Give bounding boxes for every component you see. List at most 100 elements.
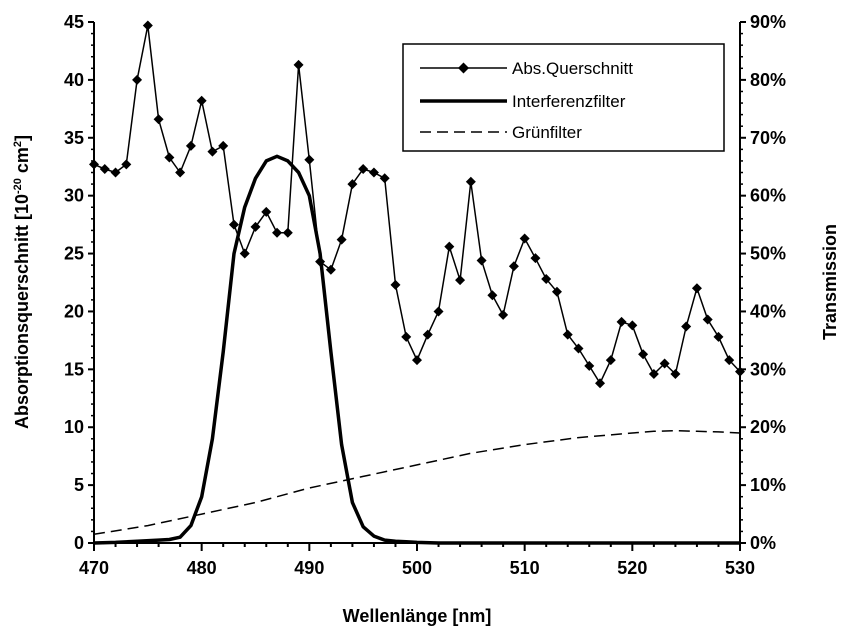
- legend-label-gruenfilter: Grünfilter: [512, 123, 582, 142]
- y2-tick-label: 10%: [750, 475, 786, 495]
- data-point-marker: [218, 140, 229, 151]
- data-point-marker: [551, 286, 562, 297]
- data-point-marker: [724, 355, 735, 366]
- y-tick-label: 25: [64, 244, 84, 264]
- data-point-marker: [379, 173, 390, 184]
- y-axis-title-close: ]: [12, 135, 32, 141]
- data-point-marker: [121, 159, 132, 170]
- data-point-marker: [272, 227, 283, 238]
- data-point-marker: [358, 164, 369, 175]
- x-tick-label: 510: [510, 558, 540, 578]
- data-point-marker: [735, 366, 745, 377]
- data-point-marker: [401, 331, 412, 342]
- y-tick-label: 10: [64, 417, 84, 437]
- data-point-marker: [164, 152, 175, 163]
- data-point-marker: [702, 314, 713, 325]
- y-axis-ticks: 0 5 10 15 20 25 30 35 40 45: [64, 12, 94, 553]
- data-point-marker: [541, 274, 552, 285]
- y2-tick-label: 60%: [750, 186, 786, 206]
- data-point-marker: [433, 306, 444, 317]
- y-axis-title: Absorptionsquerschnitt [10-20 cm2]: [12, 135, 32, 429]
- y2-tick-label: 90%: [750, 12, 786, 32]
- data-point-marker: [99, 164, 110, 175]
- x-tick-label: 490: [294, 558, 324, 578]
- data-point-marker: [89, 159, 99, 170]
- y-axis-title-exponent-1: -20: [12, 178, 24, 194]
- legend-marker-abs-querschnitt: [458, 62, 469, 74]
- data-point-marker: [142, 20, 153, 31]
- data-point-marker: [519, 233, 530, 244]
- data-point-marker: [648, 368, 659, 379]
- data-point-marker: [422, 329, 433, 340]
- data-point-marker: [293, 59, 304, 70]
- legend: Abs.Querschnitt Interferenzfilter Grünfi…: [402, 43, 725, 152]
- data-point-marker: [713, 331, 724, 342]
- y2-tick-label: 40%: [750, 301, 786, 321]
- data-point-marker: [562, 329, 573, 340]
- y-tick-label: 30: [64, 186, 84, 206]
- data-point-marker: [595, 378, 606, 389]
- data-point-marker: [605, 355, 616, 366]
- data-point-marker: [487, 290, 498, 301]
- data-point-marker: [239, 248, 250, 259]
- data-point-marker: [153, 114, 164, 125]
- y2-tick-label: 20%: [750, 417, 786, 437]
- y2-axis-ticks: 0% 10% 20% 30% 40% 50% 60% 70% 80% 90%: [740, 12, 786, 553]
- data-point-marker: [261, 206, 272, 217]
- y2-axis-title: Transmission: [820, 224, 840, 340]
- data-point-marker: [132, 74, 143, 85]
- data-point-marker: [455, 275, 466, 286]
- data-point-marker: [476, 255, 487, 266]
- data-point-marker: [175, 167, 186, 178]
- data-point-marker: [196, 95, 207, 106]
- plot-area: 470 480 490 500 510 520 530 051015202530354045…: [64, 12, 786, 578]
- y-tick-label: 40: [64, 70, 84, 90]
- data-point-marker: [627, 320, 638, 331]
- x-tick-label: 520: [617, 558, 647, 578]
- series-line-gr-nfilter: [93, 429, 741, 536]
- data-point-marker: [584, 360, 595, 371]
- data-point-marker: [691, 283, 702, 294]
- y-tick-label: 35: [64, 128, 84, 148]
- legend-label-interferenzfilter: Interferenzfilter: [512, 92, 626, 111]
- data-point-marker: [616, 316, 627, 327]
- data-point-marker: [659, 358, 670, 369]
- data-point-marker: [325, 264, 336, 275]
- data-point-marker: [282, 227, 293, 238]
- data-point-marker: [336, 234, 347, 245]
- data-point-marker: [347, 179, 358, 190]
- data-point-marker: [670, 368, 681, 379]
- x-tick-label: 500: [402, 558, 432, 578]
- x-axis-title: Wellenlänge [nm]: [343, 606, 492, 626]
- y-tick-label: 15: [64, 359, 84, 379]
- y-tick-label: 20: [64, 301, 84, 321]
- legend-label-abs-querschnitt: Abs.Querschnitt: [512, 59, 633, 78]
- data-point-marker: [390, 279, 401, 290]
- data-point-marker: [498, 309, 509, 320]
- data-point-marker: [185, 140, 196, 151]
- data-point-marker: [573, 343, 584, 354]
- data-point-marker: [508, 261, 519, 272]
- data-point-marker: [638, 349, 649, 360]
- y2-tick-label: 70%: [750, 128, 786, 148]
- data-point-marker: [304, 154, 315, 165]
- x-tick-label: 480: [187, 558, 217, 578]
- data-point-marker: [110, 167, 121, 178]
- data-point-marker: [444, 241, 455, 252]
- y-axis-title-exponent-2: 2: [12, 141, 24, 147]
- x-tick-label: 530: [725, 558, 755, 578]
- y-tick-label: 45: [64, 12, 84, 32]
- x-tick-label: 470: [79, 558, 109, 578]
- data-point-marker: [207, 146, 218, 157]
- legend-box: [402, 43, 725, 152]
- y2-tick-label: 30%: [750, 359, 786, 379]
- data-point-marker: [250, 221, 261, 232]
- y-tick-label: 5: [74, 475, 84, 495]
- series-layer: [89, 20, 745, 545]
- y-axis-title-main: Absorptionsquerschnitt [10: [12, 194, 32, 429]
- data-point-marker: [412, 355, 422, 366]
- data-point-marker: [465, 176, 476, 187]
- y2-tick-label: 50%: [750, 244, 786, 264]
